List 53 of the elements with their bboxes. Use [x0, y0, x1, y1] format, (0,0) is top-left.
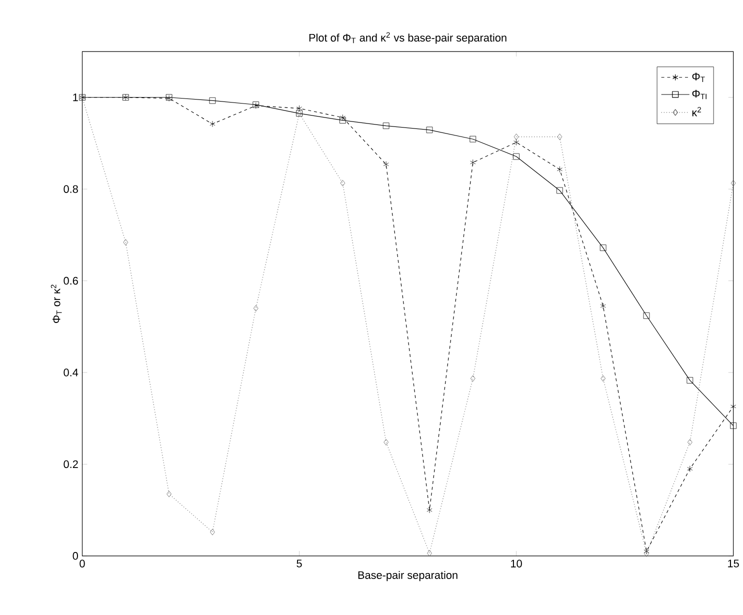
point — [166, 490, 172, 497]
point — [644, 550, 649, 557]
point — [600, 244, 606, 251]
y-tick-label: 1 — [73, 93, 78, 101]
point — [687, 438, 692, 446]
point — [340, 180, 346, 186]
point — [556, 166, 562, 172]
chart-title: Plot of Φ$_{T}$ and κ$^{2}$ vs base-pair separation — [309, 32, 506, 44]
y-axis-title: Φ$_{T}$ or κ$^{2}$ — [50, 284, 62, 323]
x-tick-label: 10 — [511, 560, 522, 568]
point — [340, 114, 346, 121]
x-axis-title: Base-pair separation — [358, 570, 458, 581]
x-tick-label: 0 — [80, 560, 85, 568]
legend-label: κ$^{2}$ — [692, 106, 701, 116]
point — [730, 403, 736, 410]
point — [514, 138, 520, 146]
y-tick-label: 0.2 — [64, 460, 78, 468]
point — [686, 376, 694, 384]
point — [209, 97, 216, 104]
point — [470, 375, 476, 382]
legend-label: Φ$_{TI}$ — [692, 90, 706, 99]
point — [383, 160, 389, 168]
point — [427, 550, 432, 556]
x-tick-label: 5 — [296, 560, 302, 568]
point — [644, 548, 650, 554]
point — [600, 302, 606, 309]
point — [253, 304, 258, 312]
point — [296, 105, 302, 112]
point — [384, 438, 389, 446]
legend-label: Φ$_{T}$ — [692, 72, 705, 82]
point — [687, 465, 693, 472]
y-tick-label: 0 — [72, 552, 78, 560]
y-tick-label: 0.4 — [64, 368, 78, 376]
point — [470, 159, 476, 166]
point — [210, 528, 215, 536]
point — [730, 422, 736, 429]
point — [556, 187, 563, 194]
point — [643, 312, 650, 319]
point — [557, 133, 562, 140]
point — [470, 136, 476, 142]
point — [426, 506, 432, 514]
point — [426, 126, 433, 133]
point — [382, 122, 390, 129]
y-tick-label: 0.8 — [64, 185, 78, 193]
y-tick-label: 0.6 — [64, 276, 78, 284]
point — [340, 116, 346, 124]
point — [513, 153, 520, 160]
point — [123, 238, 128, 246]
x-tick-label: 15 — [728, 560, 739, 568]
point — [514, 133, 519, 140]
point — [600, 375, 606, 382]
point — [210, 120, 216, 127]
point — [730, 180, 736, 186]
